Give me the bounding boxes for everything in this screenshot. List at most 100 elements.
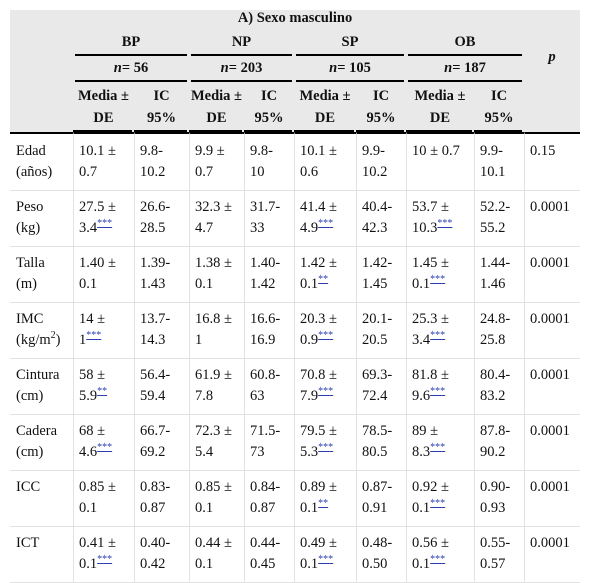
sd-value: 5.9 [79,388,98,404]
n-label: n [329,60,338,76]
ci-lower: 0.40- [140,535,171,551]
mean-sd-cell: 89 ± 8.3*** [406,415,474,471]
mean-value: 89 ± [412,423,439,439]
ci-cell: 0.87- 0.91 [356,471,406,527]
mean-value: 27.5 ± [79,199,116,215]
variable-cell: Edad (años) [10,132,73,191]
mean-value: 1.40 ± [79,255,116,271]
variable-cell: ICC [10,471,73,527]
ci-lower: 26.6- [140,199,171,215]
ci-lower: 9.8- [250,143,273,159]
ci-lower: 31.7- [250,199,281,215]
significance-link[interactable]: *** [97,218,113,230]
mean-value: 61.9 ± [195,367,232,383]
mean-sd-cell: 58 ± 5.9** [73,359,134,415]
mean-value: 41.4 ± [300,199,337,215]
group-header-np: NP [189,27,294,56]
significance-link[interactable]: *** [430,442,446,454]
significance-link[interactable]: *** [97,442,113,454]
ci-line1: IC [490,88,508,104]
significance-link[interactable]: *** [430,554,446,566]
mean-sd-line1: Media ± [77,88,130,104]
significance-link[interactable]: *** [430,274,446,286]
sd-value: 0.1 [195,276,214,292]
mean-value: 9.9 ± [195,143,225,159]
data-table: A) Sexo masculino BP NP SP OB p n= 56 n= 203 n… [10,10,581,583]
p-value-cell: 0.0001 [524,471,581,527]
ci-line2: 95% [254,110,284,126]
ci-lower: 1.42- [362,255,393,271]
variable-cell: Cintura (cm) [10,359,73,415]
mean-sd-cell: 1.40 ± 0.1 [73,247,134,303]
ci-upper: 83.2 [480,388,506,404]
mean-sd-cell: 68 ± 4.6*** [73,415,134,471]
variable-name: Cadera [16,423,58,439]
p-value-cell: 0.0001 [524,359,581,415]
ci-cell: 66.7- 69.2 [134,415,189,471]
significance-link[interactable]: *** [318,554,334,566]
header-blank [10,27,73,132]
significance-link[interactable]: *** [318,386,334,398]
significance-link[interactable]: *** [430,498,446,510]
mean-value: 32.3 ± [195,199,232,215]
mean-value: 25.3 ± [412,311,449,327]
mean-sd-cell: 10 ± 0.7 [406,132,474,191]
n-value: = 187 [452,60,486,76]
mean-sd-cell: 79.5 ± 5.3*** [294,415,356,471]
significance-link[interactable]: ** [318,274,329,286]
ci-lower: 66.7- [140,423,171,439]
mean-sd-cell: 16.8 ± 1 [189,303,244,359]
ci-cell: 0.40- 0.42 [134,527,189,583]
p-value-cell: 0.0001 [524,415,581,471]
mean-sd-cell: 1.45 ± 0.1*** [406,247,474,303]
ci-lower: 16.6- [250,311,281,327]
mean-sd-cell: 0.85 ± 0.1 [189,471,244,527]
mean-sd-cell: 0.41 ± 0.1*** [73,527,134,583]
ci-upper: 72.4 [362,388,388,404]
ci-upper: 69.2 [140,444,166,460]
mean-sd-cell: 53.7 ± 10.3*** [406,191,474,247]
ci-cell: 31.7- 33 [244,191,294,247]
variable-name: Cintura [16,367,60,383]
mean-value: 0.49 ± [300,535,337,551]
n-value: = 203 [228,60,263,76]
significance-link[interactable]: *** [437,218,453,230]
p-value-cell: 0.0001 [524,247,581,303]
variable-cell: Cadera (cm) [10,415,73,471]
significance-link[interactable]: ** [97,386,108,398]
sd-value: 0.1 [300,276,319,292]
significance-link[interactable]: *** [97,554,113,566]
mean-value: 70.8 ± [300,367,337,383]
variable-unit: (cm) [16,444,44,460]
mean-sd-cell: 0.92 ± 0.1*** [406,471,474,527]
ci-cell: 1.40- 1.42 [244,247,294,303]
significance-link[interactable]: *** [318,442,334,454]
significance-link[interactable]: *** [86,330,102,342]
ci-header: IC 95% [244,82,294,132]
significance-link[interactable]: *** [318,218,334,230]
ci-cell: 1.44- 1.46 [474,247,524,303]
ci-lower: 69.3- [362,367,393,383]
ci-header: IC 95% [474,82,524,132]
ci-cell: 9.9- 10.2 [356,132,406,191]
ci-upper: 1.45 [362,276,388,292]
mean-value: 0.44 ± [195,535,232,551]
ci-upper: 10.1 [480,164,506,180]
significance-link[interactable]: *** [430,386,446,398]
group-header-sp: SP [294,27,406,56]
significance-link[interactable]: *** [318,330,334,342]
mean-value: 68 ± [79,423,106,439]
ci-lower: 80.4- [480,367,511,383]
ci-upper: 0.57 [480,556,506,572]
group-n-bp: n= 56 [73,56,189,82]
mean-value: 79.5 ± [300,423,337,439]
mean-value: 1.38 ± [195,255,232,271]
significance-link[interactable]: ** [318,498,329,510]
table-container: A) Sexo masculino BP NP SP OB p n= 56 n= 203 n… [10,10,581,583]
sd-value: 0.1 [79,556,98,572]
ci-cell: 1.39- 1.43 [134,247,189,303]
mean-sd-cell: 0.89 ± 0.1** [294,471,356,527]
significance-link[interactable]: *** [430,330,446,342]
mean-value: 0.85 ± [195,479,232,495]
n-label: n [220,60,229,76]
